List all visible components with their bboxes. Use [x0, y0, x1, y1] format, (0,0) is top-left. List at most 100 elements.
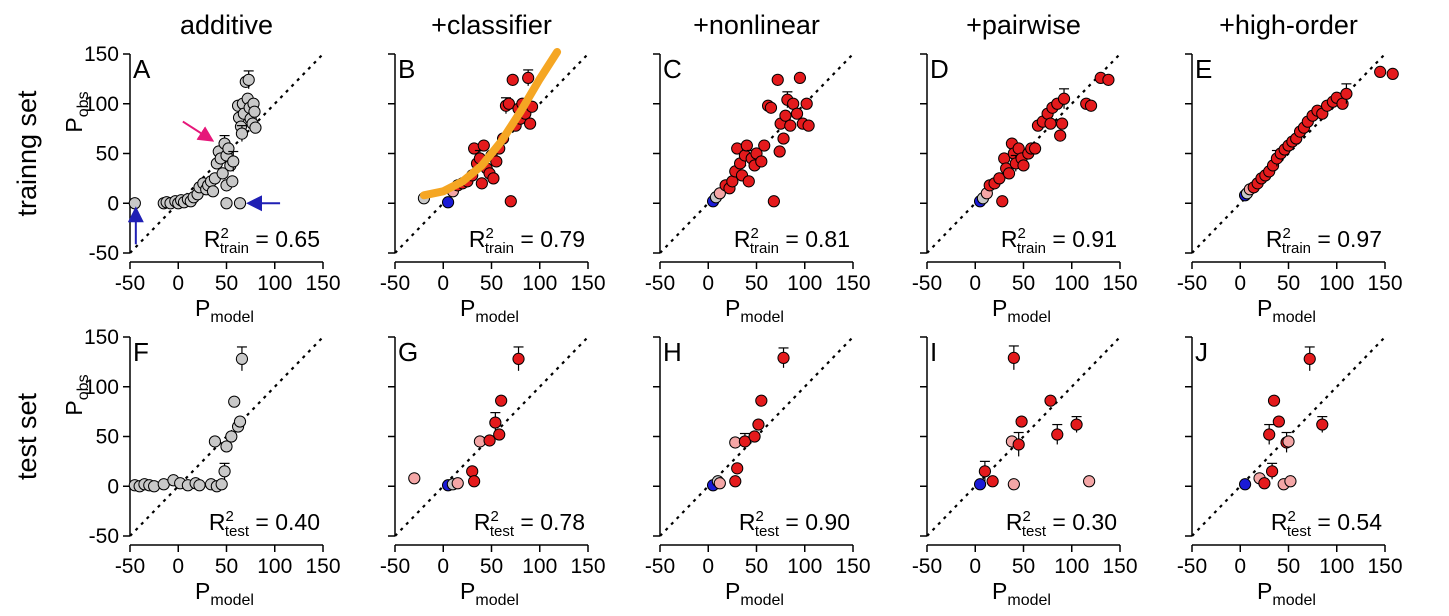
panel-F: 150 100 50 0 -50 -50 0 50 100 150 Pmodel Pobs F R2 tes… [61, 326, 341, 609]
data-point [235, 127, 249, 140]
panel-E: -50 0 50 100 150 Pmodel E R2 train = 0.97 [1177, 53, 1403, 326]
r-squared-label: R2 test = 0.30 [1006, 508, 1117, 540]
panel-letter: E [1195, 54, 1212, 84]
y-tick-label: 0 [107, 192, 119, 215]
data-point [1316, 418, 1329, 431]
data-point [738, 435, 752, 448]
panel-C: -50 0 50 100 150 Pmodel C R2 train = 0.81 [645, 53, 871, 326]
x-tick-label: 150 [570, 555, 605, 578]
y-tick-label: 100 [84, 93, 119, 116]
y-tick-label: 100 [84, 376, 119, 399]
data-point [248, 105, 261, 118]
x-tick-label: 150 [835, 555, 870, 578]
x-tick-label: 100 [787, 555, 822, 578]
data-point [777, 132, 790, 145]
x-axis-label: Pmodel [195, 295, 254, 326]
data-point [1056, 117, 1069, 130]
x-tick-label: 0 [969, 555, 981, 578]
data-point [1102, 73, 1115, 86]
data-point [225, 430, 238, 443]
x-tick-label: 150 [305, 272, 340, 295]
r-squared-label: R2 test = 0.90 [739, 508, 850, 540]
data-point [233, 415, 247, 428]
data-point [493, 428, 506, 441]
x-tick-label: 50 [1012, 555, 1035, 578]
data-point [1083, 475, 1096, 488]
data-point [740, 139, 753, 152]
x-tick-label: 50 [480, 272, 503, 295]
x-tick-label: 50 [745, 555, 768, 578]
x-axis-label: Pmodel [992, 578, 1051, 609]
x-tick-label: 100 [1054, 272, 1089, 295]
x-tick-label: 50 [480, 555, 503, 578]
y-tick-label: 150 [84, 43, 119, 66]
highlight-arrow [182, 120, 215, 142]
data-point [1017, 159, 1030, 172]
classifier-fit-curve [419, 48, 562, 200]
data-point [986, 475, 999, 488]
data-point [1051, 428, 1064, 441]
x-tick-label: 150 [1367, 555, 1402, 578]
column-title: +classifier [431, 10, 552, 40]
data-point [490, 155, 503, 168]
data-point [1044, 394, 1057, 407]
x-tick-label: 150 [835, 272, 870, 295]
data-point [451, 477, 464, 490]
r-squared-label: R2 test = 0.78 [474, 508, 585, 540]
panel-I: -50 0 50 100 150 Pmodel I R2 test = 0.30 [912, 336, 1138, 609]
data-point [793, 71, 807, 84]
panel-letter: H [663, 337, 682, 367]
data-point [235, 352, 249, 365]
x-tick-label: 0 [437, 272, 449, 295]
x-tick-label: -50 [1177, 272, 1207, 295]
y-axis-label: Pobs [61, 91, 92, 132]
data-point [502, 97, 515, 110]
data-point [1012, 438, 1025, 451]
panel-letter: J [1195, 337, 1208, 367]
x-tick-label: 0 [702, 555, 714, 578]
data-point [408, 472, 421, 485]
data-point [1007, 478, 1020, 491]
x-axis-label: Pmodel [725, 578, 784, 609]
data-point [978, 465, 992, 478]
data-point [767, 195, 780, 208]
data-point [758, 139, 771, 152]
data-point [731, 462, 744, 475]
identity-line [926, 336, 1121, 537]
x-axis-label: Pmodel [725, 295, 784, 326]
data-point [779, 109, 792, 122]
data-point [1265, 465, 1279, 478]
r-squared-label: R2 test = 0.40 [209, 508, 320, 540]
column-title: additive [180, 10, 273, 40]
x-tick-label: 0 [437, 555, 449, 578]
data-point [764, 101, 778, 114]
panel-B: -50 0 50 100 150 Pmodel B R2 train = 0.79 [380, 48, 606, 326]
data-point [1282, 435, 1295, 448]
data-point [1007, 351, 1020, 364]
data-point [1044, 117, 1057, 130]
data-point [1374, 65, 1387, 79]
x-tick-label: -50 [645, 272, 675, 295]
data-point [1084, 99, 1098, 112]
data-point [249, 121, 262, 134]
data-point [483, 434, 496, 447]
data-point [771, 73, 784, 86]
data-point [973, 478, 987, 491]
data-point [477, 139, 490, 152]
r-squared-label: R2 test = 0.54 [1271, 508, 1382, 540]
data-point [242, 73, 255, 86]
x-axis-label: Pmodel [460, 295, 519, 326]
data-point [1272, 415, 1285, 428]
data-point [218, 465, 231, 478]
y-tick-label: 50 [96, 426, 119, 449]
panel-letter: I [930, 337, 937, 367]
x-tick-label: 100 [1319, 555, 1354, 578]
r-squared-label: R2 train = 0.97 [1266, 225, 1382, 257]
x-tick-label: 100 [522, 555, 557, 578]
data-point [729, 475, 742, 488]
x-tick-label: 100 [787, 272, 822, 295]
data-point [222, 142, 235, 155]
data-point [1238, 478, 1252, 491]
x-axis-label: Pmodel [1257, 578, 1316, 609]
x-tick-label: 150 [1367, 272, 1402, 295]
